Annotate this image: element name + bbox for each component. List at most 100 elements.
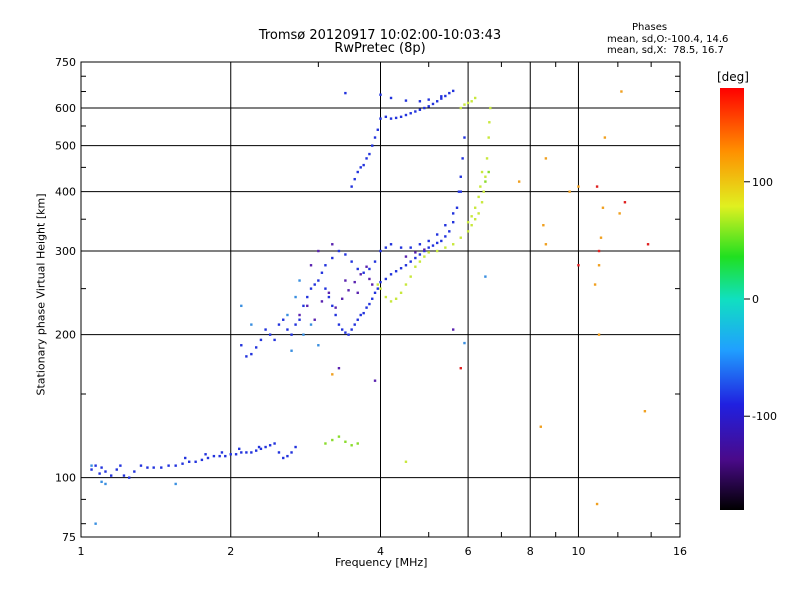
data-point-x — [451, 243, 455, 246]
data-point-noise — [646, 243, 650, 246]
data-point-noise — [595, 185, 599, 188]
grid-lines — [81, 62, 680, 537]
data-point-noise — [597, 264, 601, 267]
data-point-o — [409, 112, 412, 115]
data-point-o — [317, 344, 320, 347]
data-point-o — [298, 318, 301, 321]
data-point-o — [306, 295, 309, 299]
data-point-o — [282, 456, 285, 460]
data-point-o — [257, 445, 261, 449]
data-point-o — [294, 445, 297, 449]
data-point-o — [206, 456, 210, 460]
data-point-o — [334, 306, 337, 309]
data-point-o — [463, 341, 466, 345]
data-point-o — [418, 100, 422, 103]
data-point-o — [306, 304, 309, 308]
data-point-o — [290, 451, 293, 454]
data-point-o — [368, 277, 371, 281]
data-point-o — [455, 206, 459, 209]
chart-title: Tromsø 20120917 10:02:00-10:03:43 — [258, 28, 502, 43]
data-point-o — [277, 451, 281, 454]
data-point-o — [94, 464, 97, 467]
data-point-x — [409, 275, 412, 278]
data-point-o — [423, 249, 426, 253]
y-tick-label: 200 — [55, 329, 76, 342]
data-point-o — [282, 318, 285, 321]
data-point-o — [362, 163, 365, 167]
data-point-o — [119, 464, 122, 467]
data-point-x — [480, 170, 484, 174]
data-point-o — [324, 287, 327, 290]
data-point-o — [409, 260, 412, 263]
data-point-o — [384, 277, 388, 281]
x-tick-label: 2 — [227, 545, 234, 558]
data-point-o — [264, 328, 267, 331]
data-point-x — [324, 442, 327, 445]
data-point-o — [220, 451, 224, 454]
data-point-o — [344, 91, 347, 95]
data-point-noise — [577, 185, 580, 188]
data-point-o — [362, 271, 365, 274]
data-point-o — [309, 323, 313, 326]
data-point-o — [444, 94, 447, 98]
data-point-o — [200, 458, 204, 462]
data-point-o — [389, 273, 393, 276]
data-point-o — [440, 95, 443, 98]
data-point-x — [459, 236, 462, 239]
data-point-o — [115, 468, 118, 471]
data-point-o — [444, 224, 447, 227]
data-point-o — [298, 279, 301, 282]
data-point-noise — [595, 502, 599, 506]
data-point-o — [100, 480, 103, 484]
data-point-o — [457, 190, 461, 193]
data-point-o — [373, 291, 377, 295]
data-point-x — [477, 195, 480, 199]
x-tick-label: 4 — [377, 545, 384, 558]
data-point-o — [184, 456, 187, 460]
data-point-o — [350, 185, 353, 188]
y-tick-label: 300 — [55, 245, 76, 258]
data-point-o — [359, 273, 362, 276]
data-point-x — [487, 170, 490, 174]
chart-subtitle: RwPretec (8p) — [334, 41, 426, 56]
data-point-x — [470, 100, 473, 103]
data-point-x — [344, 440, 347, 443]
data-point-x — [384, 295, 388, 299]
data-point-o — [440, 97, 443, 100]
data-point-o — [294, 295, 297, 299]
data-point-o — [379, 93, 382, 96]
data-point-o — [444, 235, 447, 238]
data-point-o — [353, 323, 356, 326]
data-point-x — [466, 101, 470, 105]
data-point-o — [427, 105, 430, 108]
data-point-o — [376, 287, 379, 290]
data-point-o — [347, 333, 350, 336]
data-point-o — [414, 251, 417, 254]
data-point-o — [379, 117, 382, 120]
data-point-o — [139, 464, 143, 467]
data-point-o — [356, 291, 359, 295]
data-point-x — [482, 190, 485, 193]
data-point-o — [331, 256, 334, 260]
x-tick-label: 6 — [465, 545, 472, 558]
data-point-o — [294, 323, 297, 326]
data-point-o — [331, 304, 334, 308]
data-point-o — [379, 249, 382, 253]
data-point-x — [427, 251, 430, 254]
data-point-o — [224, 454, 227, 458]
data-point-o — [463, 136, 466, 139]
data-point-o — [431, 102, 435, 106]
data-point-noise — [459, 366, 462, 370]
data-point-x — [394, 297, 398, 300]
data-point-noise — [601, 206, 605, 209]
data-point-x — [485, 157, 489, 160]
data-point-noise — [544, 243, 548, 246]
data-point-noise — [603, 136, 607, 139]
data-point-noise — [597, 333, 601, 336]
stats-title: Phases — [632, 22, 668, 33]
data-point-o — [344, 253, 347, 256]
x-axis-ticks: 1 2 4 6 8 10 16 — [78, 62, 687, 558]
data-point-o — [90, 468, 93, 471]
data-point-o — [376, 128, 379, 131]
